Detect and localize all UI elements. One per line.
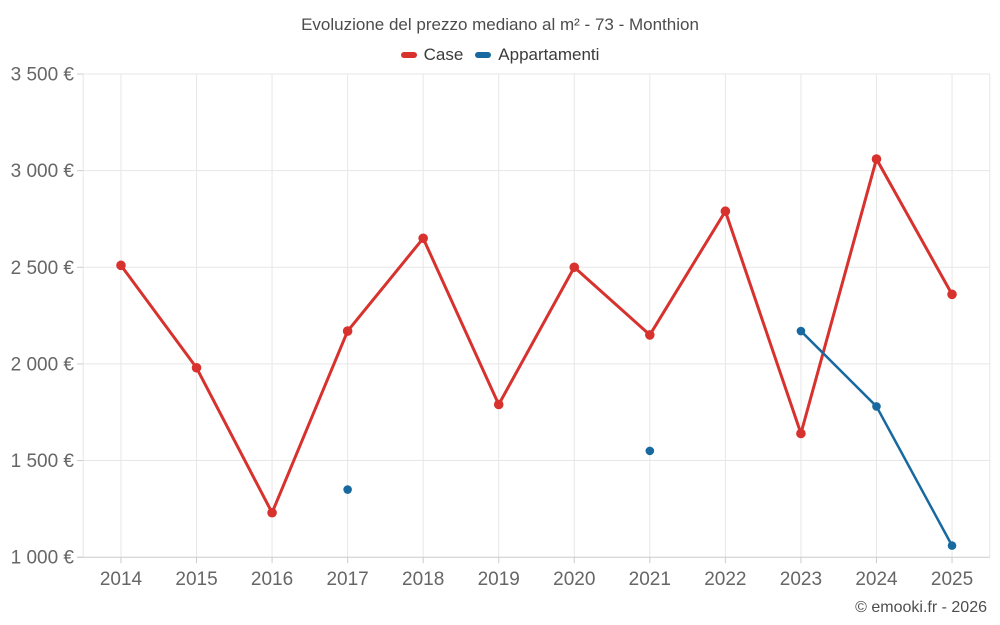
data-point-case[interactable] (493, 399, 504, 410)
x-tick-label: 2020 (553, 569, 595, 590)
legend: Case Appartamenti (0, 45, 1000, 65)
chart-title: Evoluzione del prezzo mediano al m² - 73… (301, 15, 699, 34)
x-tick-label: 2014 (100, 569, 143, 590)
case-series-swatch-icon (400, 52, 417, 58)
data-point-case[interactable] (267, 507, 277, 518)
data-point-case[interactable] (796, 428, 806, 439)
data-point-case[interactable] (418, 233, 428, 244)
data-point-appartamenti[interactable] (796, 326, 806, 336)
data-point-case[interactable] (720, 206, 731, 217)
legend-item-appartamenti[interactable]: Appartamenti (475, 45, 599, 65)
x-tick-label: 2016 (251, 569, 293, 590)
series-line-case (119, 157, 954, 515)
y-tick-label: 2 500 € (11, 258, 75, 279)
y-tick-label: 1 000 € (11, 548, 75, 569)
data-point-case[interactable] (342, 326, 353, 336)
data-point-case[interactable] (569, 262, 580, 273)
y-tick-label: 3 500 € (11, 65, 75, 86)
data-point-case[interactable] (947, 289, 957, 300)
x-tick-label: 2021 (629, 569, 671, 590)
data-point-appartamenti[interactable] (645, 446, 655, 456)
data-point-case[interactable] (191, 362, 202, 373)
copyright: © emooki.fr - 2026 (855, 599, 987, 616)
x-tick-label: 2018 (402, 569, 444, 590)
data-point-appartamenti[interactable] (872, 402, 881, 411)
data-point-case[interactable] (871, 154, 882, 164)
appartamenti-series-swatch-icon (475, 52, 492, 58)
legend-label-appartamenti: Appartamenti (498, 45, 600, 64)
x-tick-label: 2015 (175, 569, 217, 590)
legend-item-case[interactable]: Case (400, 45, 464, 65)
x-tick-label: 2022 (704, 569, 746, 590)
data-point-case[interactable] (116, 260, 126, 271)
y-tick-label: 2 000 € (11, 354, 75, 375)
x-tick-label: 2023 (780, 569, 822, 590)
x-tick-label: 2019 (478, 569, 520, 590)
legend-label-case: Case (423, 45, 464, 64)
y-tick-label: 3 000 € (11, 161, 75, 182)
data-point-appartamenti[interactable] (947, 541, 957, 550)
x-tick-label: 2025 (931, 569, 973, 590)
data-point-appartamenti[interactable] (343, 485, 352, 494)
x-tick-label: 2017 (326, 569, 368, 590)
x-tick-label: 2024 (855, 569, 898, 590)
data-point-case[interactable] (645, 330, 655, 340)
y-tick-label: 1 500 € (11, 451, 75, 472)
